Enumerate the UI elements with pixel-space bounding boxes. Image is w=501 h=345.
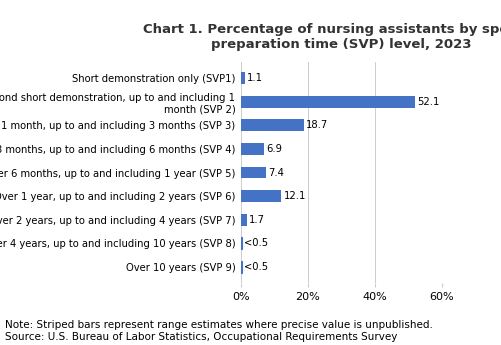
Bar (240, 96, 414, 108)
Text: 12.1: 12.1 (283, 191, 305, 201)
Bar (240, 190, 281, 202)
Text: <0.5: <0.5 (243, 238, 268, 248)
Bar (240, 167, 265, 178)
Title: Chart 1. Percentage of nursing assistants by specific
preparation time (SVP) lev: Chart 1. Percentage of nursing assistant… (143, 23, 501, 51)
Text: 7.4: 7.4 (267, 168, 283, 177)
Bar (240, 72, 244, 84)
Bar (240, 214, 246, 226)
Text: Note: Striped bars represent range estimates where precise value is unpublished.: Note: Striped bars represent range estim… (5, 320, 432, 342)
Text: 18.7: 18.7 (305, 120, 327, 130)
Bar (240, 261, 241, 273)
Text: 52.1: 52.1 (416, 97, 439, 107)
Text: 1.1: 1.1 (246, 73, 262, 83)
Text: <0.5: <0.5 (243, 262, 268, 272)
Text: 1.7: 1.7 (248, 215, 264, 225)
Bar (240, 143, 264, 155)
Text: 6.9: 6.9 (266, 144, 282, 154)
Bar (240, 119, 303, 131)
Bar (240, 237, 241, 249)
